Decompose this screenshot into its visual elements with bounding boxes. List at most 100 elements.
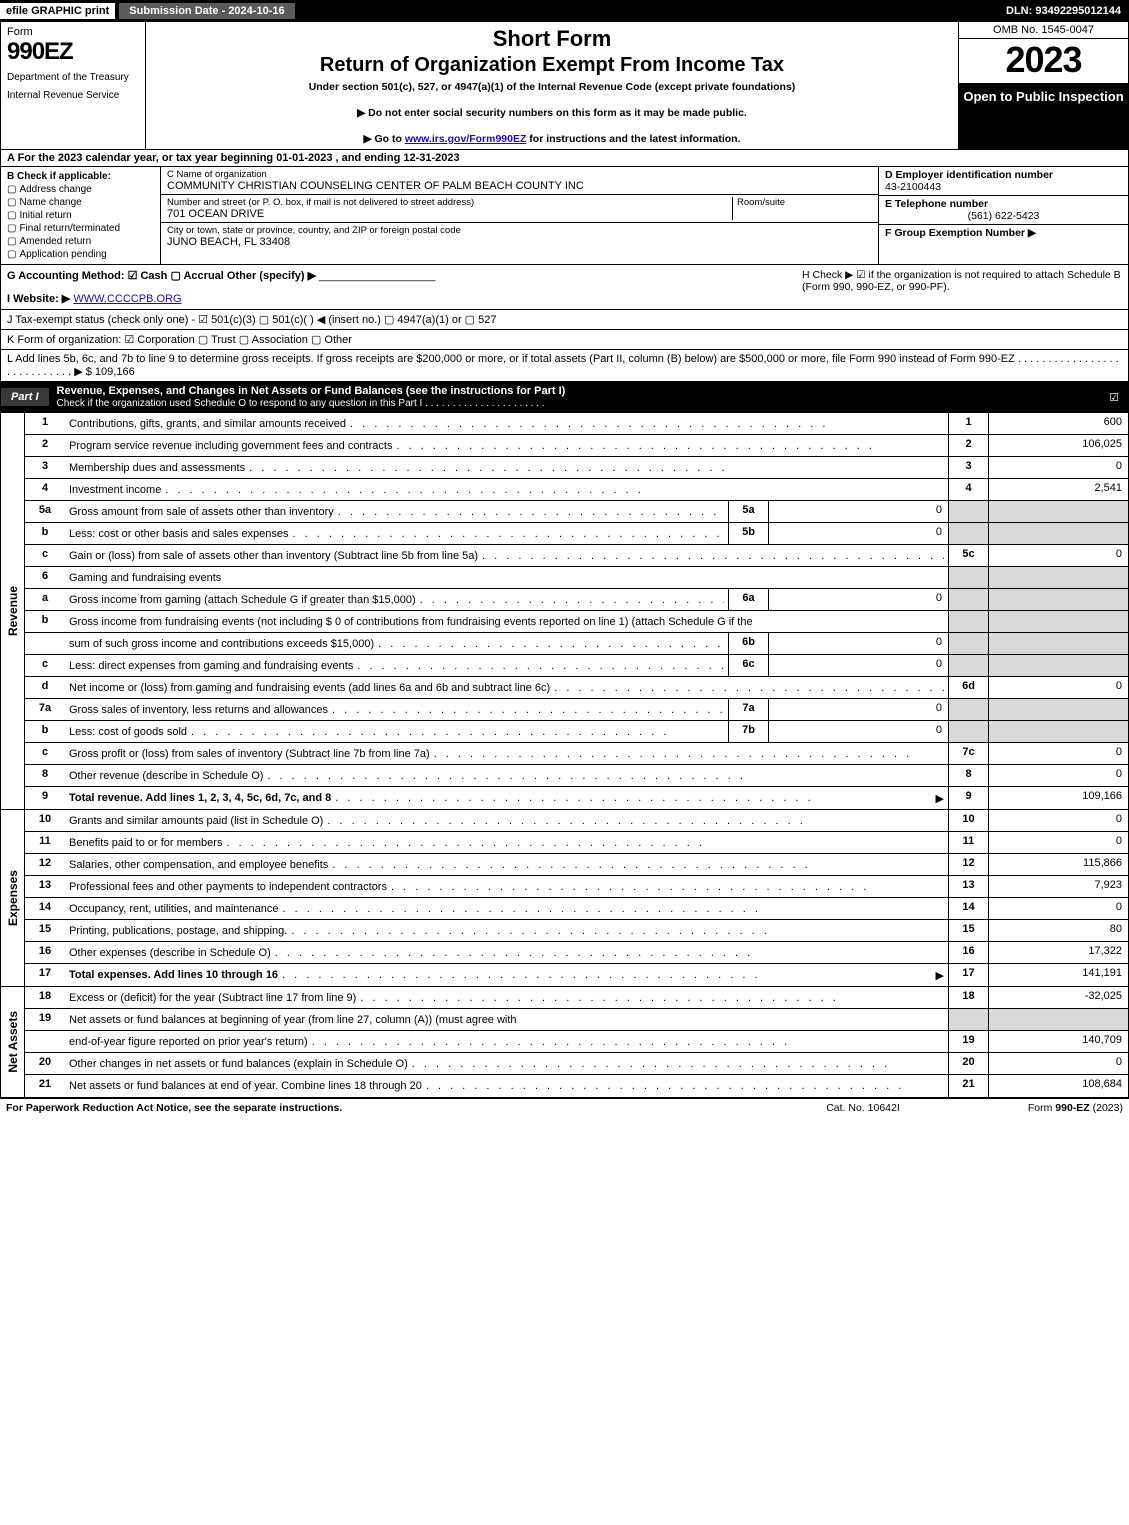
side-netassets: Net Assets — [1, 987, 25, 1097]
line-desc: Gross income from fundraising events (no… — [65, 611, 948, 632]
addr-label: Number and street (or P. O. box, if mail… — [167, 197, 732, 208]
line-desc: Gaming and fundraising events — [65, 567, 948, 588]
line-number: 10 — [25, 810, 65, 831]
line-number: b — [25, 611, 65, 632]
line-key: 13 — [948, 876, 988, 897]
line-desc: end-of-year figure reported on prior yea… — [65, 1031, 948, 1052]
line-subkey: 6a — [728, 589, 768, 610]
form-line: 1Contributions, gifts, grants, and simil… — [25, 413, 1128, 435]
opt-amended-return[interactable]: Amended return — [7, 236, 154, 247]
line-number: a — [25, 589, 65, 610]
line-value: 17,322 — [988, 942, 1128, 963]
line-number: 8 — [25, 765, 65, 786]
line-number: 2 — [25, 435, 65, 456]
part-1-title: Revenue, Expenses, and Changes in Net As… — [49, 382, 1100, 412]
cell-city: City or town, state or province, country… — [161, 223, 878, 250]
line-number: 1 — [25, 413, 65, 434]
line-value: 0 — [988, 457, 1128, 478]
i-website: I Website: ▶ WWW.CCCCPB.ORG — [7, 292, 802, 305]
line-subval: 0 — [768, 633, 948, 654]
line-number: 17 — [25, 964, 65, 986]
line-subval: 0 — [768, 655, 948, 676]
line-key: 20 — [948, 1053, 988, 1074]
line-number: d — [25, 677, 65, 698]
line-desc: Net income or (loss) from gaming and fun… — [65, 677, 948, 698]
line-key: 4 — [948, 479, 988, 500]
line-value: 0 — [988, 810, 1128, 831]
efile-label[interactable]: efile GRAPHIC print — [0, 3, 115, 19]
website-link[interactable]: WWW.CCCCPB.ORG — [73, 293, 181, 305]
line-desc: Benefits paid to or for members. . . . .… — [65, 832, 948, 853]
line-subkey: 6c — [728, 655, 768, 676]
expenses-lines: 10Grants and similar amounts paid (list … — [25, 810, 1128, 986]
line-value — [988, 633, 1128, 654]
line-number — [25, 633, 65, 654]
line-number: 6 — [25, 567, 65, 588]
line-key: 19 — [948, 1031, 988, 1052]
line-value: 0 — [988, 545, 1128, 566]
part-1-checkbox[interactable]: ☑ — [1100, 391, 1128, 404]
form-line: 5aGross amount from sale of assets other… — [25, 501, 1128, 523]
form-title: Return of Organization Exempt From Incom… — [152, 54, 952, 77]
row-g-accounting: G Accounting Method: ☑ Cash ▢ Accrual Ot… — [0, 265, 1129, 310]
line-key — [948, 655, 988, 676]
room-label: Room/suite — [737, 197, 872, 208]
line-value: 140,709 — [988, 1031, 1128, 1052]
line-desc: Professional fees and other payments to … — [65, 876, 948, 897]
line-value — [988, 721, 1128, 742]
line-subval: 0 — [768, 523, 948, 544]
line-number: 21 — [25, 1075, 65, 1097]
opt-name-change[interactable]: Name change — [7, 197, 154, 208]
irs-link[interactable]: www.irs.gov/Form990EZ — [405, 133, 527, 145]
line-value: 0 — [988, 765, 1128, 786]
line-desc: Program service revenue including govern… — [65, 435, 948, 456]
line-value: 115,866 — [988, 854, 1128, 875]
col-b-label: B Check if applicable: — [7, 171, 154, 182]
opt-address-change[interactable]: Address change — [7, 184, 154, 195]
line-number: 11 — [25, 832, 65, 853]
form-line: 7aGross sales of inventory, less returns… — [25, 699, 1128, 721]
line-value: 108,684 — [988, 1075, 1128, 1097]
form-line: 8Other revenue (describe in Schedule O).… — [25, 765, 1128, 787]
line-desc: Occupancy, rent, utilities, and maintena… — [65, 898, 948, 919]
line-subkey: 7a — [728, 699, 768, 720]
e-phone-value: (561) 622-5423 — [885, 210, 1122, 222]
line-value: -32,025 — [988, 987, 1128, 1008]
g-accounting-method: G Accounting Method: ☑ Cash ▢ Accrual Ot… — [7, 269, 802, 282]
line-desc: Gross amount from sale of assets other t… — [65, 501, 728, 522]
form-line: bLess: cost or other basis and sales exp… — [25, 523, 1128, 545]
opt-final-return[interactable]: Final return/terminated — [7, 223, 154, 234]
line-key — [948, 501, 988, 522]
line-subval: 0 — [768, 589, 948, 610]
col-d-ids: D Employer identification number 43-2100… — [878, 167, 1128, 264]
footer-formref: Form 990-EZ (2023) — [963, 1102, 1123, 1114]
line-desc: Grants and similar amounts paid (list in… — [65, 810, 948, 831]
submission-date: Submission Date - 2024-10-16 — [119, 3, 294, 19]
line-subkey: 5b — [728, 523, 768, 544]
form-subtitle: Under section 501(c), 527, or 4947(a)(1)… — [152, 81, 952, 93]
line-desc: Other revenue (describe in Schedule O). … — [65, 765, 948, 786]
line-key: 5c — [948, 545, 988, 566]
header-right: OMB No. 1545-0047 2023 Open to Public In… — [958, 22, 1128, 149]
i-pre: I Website: ▶ — [7, 293, 70, 305]
line-key: 9 — [948, 787, 988, 809]
row-l-gross-receipts: L Add lines 5b, 6c, and 7b to line 9 to … — [0, 350, 1129, 382]
line-value: 0 — [988, 743, 1128, 764]
line-number: 7a — [25, 699, 65, 720]
line-subkey: 5a — [728, 501, 768, 522]
opt-initial-return[interactable]: Initial return — [7, 210, 154, 221]
top-bar: efile GRAPHIC print Submission Date - 20… — [0, 0, 1129, 22]
open-inspection: Open to Public Inspection — [959, 83, 1128, 149]
line-value — [988, 1009, 1128, 1030]
line-number: c — [25, 655, 65, 676]
header-left: Form 990EZ Department of the Treasury In… — [1, 22, 146, 149]
line-desc: Total revenue. Add lines 1, 2, 3, 4, 5c,… — [65, 787, 948, 809]
opt-application-pending[interactable]: Application pending — [7, 249, 154, 260]
line-key: 18 — [948, 987, 988, 1008]
line-key: 21 — [948, 1075, 988, 1097]
line-number: 4 — [25, 479, 65, 500]
line-desc: Gross income from gaming (attach Schedul… — [65, 589, 728, 610]
form-header: Form 990EZ Department of the Treasury In… — [0, 22, 1129, 150]
form-line: 20Other changes in net assets or fund ba… — [25, 1053, 1128, 1075]
line-desc: Gross profit or (loss) from sales of inv… — [65, 743, 948, 764]
